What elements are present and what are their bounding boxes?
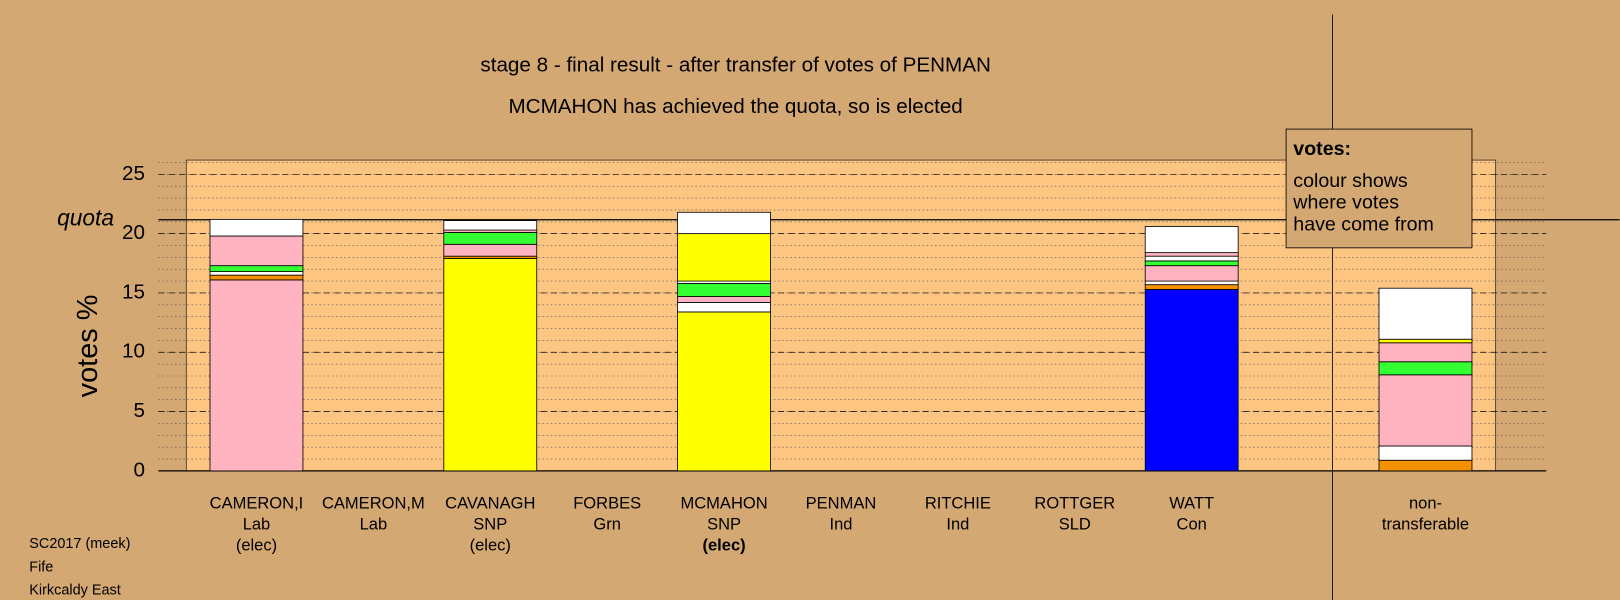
x-tick-label: non-	[1409, 493, 1442, 512]
x-tick-label: Grn	[593, 514, 621, 533]
bar-segment	[1144, 252, 1239, 257]
bar-segment	[677, 302, 771, 313]
bar-segment	[1144, 284, 1239, 290]
x-tick-label: Ind	[829, 514, 852, 533]
bar-segment	[1144, 255, 1239, 262]
bar-segment	[1144, 280, 1239, 286]
x-tick-label: Lab	[360, 514, 388, 533]
footer-text: Kirkcaldy East	[29, 583, 120, 599]
bar-segment	[677, 211, 771, 235]
x-tick-label: CAVANAGH	[445, 493, 535, 512]
bar-segment	[677, 283, 771, 297]
bar-segment	[209, 279, 304, 472]
bar-segment	[209, 218, 304, 237]
x-tick-label: WATT	[1169, 493, 1214, 512]
y-tick-label: 15	[122, 280, 145, 303]
x-tick-label: (elec)	[703, 536, 746, 555]
bar-segment	[1378, 338, 1473, 344]
bar-segment	[443, 243, 538, 257]
bar-segment	[1144, 260, 1239, 267]
x-tick-label: CAMERON,M	[322, 493, 425, 512]
bar-segment	[1378, 459, 1473, 472]
x-tick-label: RITCHIE	[925, 493, 991, 512]
x-tick-label: MCMAHON	[680, 493, 767, 512]
legend-text: where votes	[1292, 192, 1399, 214]
x-tick-label: transferable	[1382, 514, 1469, 533]
bar-segment	[677, 233, 771, 282]
y-tick-label: 5	[133, 399, 144, 422]
bar-segment	[1378, 342, 1473, 363]
bar-segment	[677, 311, 771, 472]
plot-panel	[185, 159, 1497, 472]
legend-box	[1285, 128, 1473, 249]
x-tick-label: Lab	[243, 514, 271, 533]
x-tick-label: (elec)	[236, 536, 277, 555]
bar-segment	[209, 235, 304, 267]
bar-segment	[677, 296, 771, 303]
bar-segment	[1378, 374, 1473, 447]
x-tick-label: ROTTGER	[1034, 493, 1115, 512]
bar-segment	[1144, 265, 1239, 282]
x-tick-label: CAMERON,I	[210, 493, 304, 512]
legend-text: colour shows	[1293, 170, 1408, 192]
x-tick-label: SLD	[1059, 514, 1091, 533]
x-tick-label: SNP	[473, 514, 507, 533]
x-tick-label: SNP	[707, 514, 741, 533]
footer-text: SC2017 (meek)	[29, 536, 130, 552]
bar-segment	[209, 274, 304, 281]
bar-segment	[1378, 361, 1473, 376]
x-tick-label: Con	[1177, 514, 1207, 533]
x-tick-label: (elec)	[470, 536, 511, 555]
y-axis-label: votes %	[72, 295, 104, 398]
y-tick-label: 0	[133, 458, 144, 481]
x-tick-label: Ind	[946, 514, 969, 533]
legend-text: have come from	[1293, 213, 1434, 235]
plot: 0 5 10 15 20 25 quota CAMERON,I Lab (elec) CAMERON…	[57, 162, 1620, 555]
bar-segment	[1144, 288, 1239, 472]
bar-segment	[443, 220, 538, 231]
bar-segment	[1378, 287, 1473, 340]
legend-title: votes:	[1293, 138, 1351, 160]
x-tick-label: FORBES	[573, 493, 641, 512]
chart-subtitle: MCMAHON has achieved the quota, so is el…	[508, 95, 962, 118]
bar-segment	[443, 232, 538, 245]
footer-text: Fife	[29, 559, 53, 575]
quota-label: quota	[57, 205, 114, 231]
bar-segment	[1144, 226, 1239, 254]
bar-segment	[209, 271, 304, 276]
bar-segment	[1378, 445, 1473, 461]
bar-segment	[209, 265, 304, 273]
y-tick-label: 20	[122, 221, 145, 244]
x-tick-label: PENMAN	[806, 493, 877, 512]
y-tick-label: 10	[122, 340, 145, 363]
bar-segment	[443, 258, 538, 472]
chart-title: stage 8 - final result - after transfer …	[480, 54, 990, 77]
y-tick-label: 25	[122, 162, 145, 185]
